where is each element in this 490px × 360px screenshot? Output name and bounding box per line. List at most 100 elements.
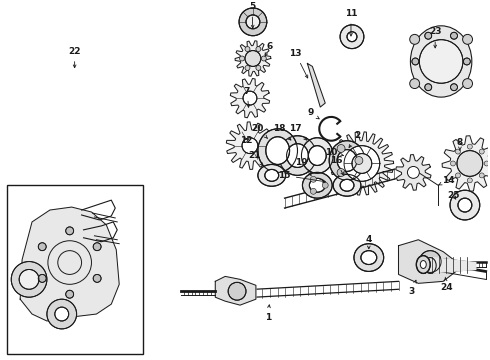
Ellipse shape xyxy=(337,150,357,171)
Circle shape xyxy=(38,243,46,251)
Circle shape xyxy=(245,46,250,51)
Text: 10: 10 xyxy=(325,148,343,157)
Ellipse shape xyxy=(309,178,325,192)
Ellipse shape xyxy=(361,251,377,265)
Ellipse shape xyxy=(287,144,308,167)
Polygon shape xyxy=(20,207,119,321)
Circle shape xyxy=(243,91,257,105)
Ellipse shape xyxy=(258,165,286,186)
Ellipse shape xyxy=(329,141,365,180)
Circle shape xyxy=(337,145,345,153)
Circle shape xyxy=(66,227,74,235)
Ellipse shape xyxy=(302,172,332,198)
Text: 14: 14 xyxy=(439,176,454,185)
Circle shape xyxy=(412,58,419,65)
Text: 15: 15 xyxy=(278,171,325,183)
Polygon shape xyxy=(307,63,325,107)
Text: 17: 17 xyxy=(289,124,307,140)
Circle shape xyxy=(322,182,328,188)
Circle shape xyxy=(484,161,489,166)
Ellipse shape xyxy=(354,244,384,271)
Polygon shape xyxy=(442,136,490,191)
Circle shape xyxy=(55,307,69,321)
Text: 25: 25 xyxy=(447,191,459,200)
Circle shape xyxy=(456,173,461,178)
Text: 19: 19 xyxy=(295,158,311,175)
Circle shape xyxy=(240,56,245,61)
Ellipse shape xyxy=(265,170,279,181)
Circle shape xyxy=(228,282,246,300)
Circle shape xyxy=(463,35,472,44)
Text: 23: 23 xyxy=(429,27,441,48)
Text: 22: 22 xyxy=(69,47,81,68)
Text: 4: 4 xyxy=(366,235,372,249)
Circle shape xyxy=(463,78,472,89)
Circle shape xyxy=(355,157,363,165)
Text: 18: 18 xyxy=(273,124,291,140)
Circle shape xyxy=(11,262,47,297)
Circle shape xyxy=(425,32,432,39)
Text: 2: 2 xyxy=(349,131,360,148)
Circle shape xyxy=(464,58,470,65)
Text: 7: 7 xyxy=(244,87,250,107)
Circle shape xyxy=(340,25,364,49)
Circle shape xyxy=(450,32,458,39)
Text: 13: 13 xyxy=(289,49,308,78)
Bar xyxy=(7,185,143,354)
Circle shape xyxy=(38,274,46,282)
Circle shape xyxy=(425,84,432,91)
Ellipse shape xyxy=(420,261,426,269)
Circle shape xyxy=(256,66,261,71)
Circle shape xyxy=(239,8,267,36)
Circle shape xyxy=(242,138,258,154)
Ellipse shape xyxy=(258,129,297,172)
Text: 9: 9 xyxy=(307,108,319,119)
Polygon shape xyxy=(235,41,271,76)
Text: 5: 5 xyxy=(249,3,255,28)
Polygon shape xyxy=(226,122,273,170)
Ellipse shape xyxy=(279,136,317,175)
Circle shape xyxy=(408,166,419,178)
Polygon shape xyxy=(396,154,431,190)
Text: 24: 24 xyxy=(440,277,452,292)
Circle shape xyxy=(479,149,484,154)
Ellipse shape xyxy=(266,137,290,165)
Circle shape xyxy=(410,78,419,89)
Ellipse shape xyxy=(416,256,430,274)
Circle shape xyxy=(419,251,441,273)
Text: 1: 1 xyxy=(265,305,271,321)
Circle shape xyxy=(347,32,357,42)
Circle shape xyxy=(479,173,484,178)
Ellipse shape xyxy=(340,179,354,191)
Text: 16: 16 xyxy=(330,156,343,175)
Polygon shape xyxy=(398,240,456,283)
Text: 3: 3 xyxy=(408,280,416,296)
Polygon shape xyxy=(215,276,256,305)
Ellipse shape xyxy=(301,138,333,174)
Ellipse shape xyxy=(424,258,436,274)
Ellipse shape xyxy=(411,26,472,97)
Text: 6: 6 xyxy=(265,42,273,57)
Text: 8: 8 xyxy=(457,138,463,150)
Ellipse shape xyxy=(308,146,326,166)
Text: 20: 20 xyxy=(252,124,267,138)
Text: 21: 21 xyxy=(248,151,263,166)
Circle shape xyxy=(450,161,456,166)
Circle shape xyxy=(246,15,260,29)
Circle shape xyxy=(410,35,419,44)
Circle shape xyxy=(261,56,266,61)
Circle shape xyxy=(47,299,76,329)
Circle shape xyxy=(337,168,345,176)
Circle shape xyxy=(93,274,101,282)
Circle shape xyxy=(457,150,483,176)
Circle shape xyxy=(245,66,250,71)
Circle shape xyxy=(66,290,74,298)
Circle shape xyxy=(310,188,317,194)
Circle shape xyxy=(458,198,472,212)
Text: 12: 12 xyxy=(240,136,252,145)
Circle shape xyxy=(19,270,39,289)
Circle shape xyxy=(467,144,472,149)
Circle shape xyxy=(352,154,372,174)
Circle shape xyxy=(310,176,317,182)
Circle shape xyxy=(256,46,261,51)
